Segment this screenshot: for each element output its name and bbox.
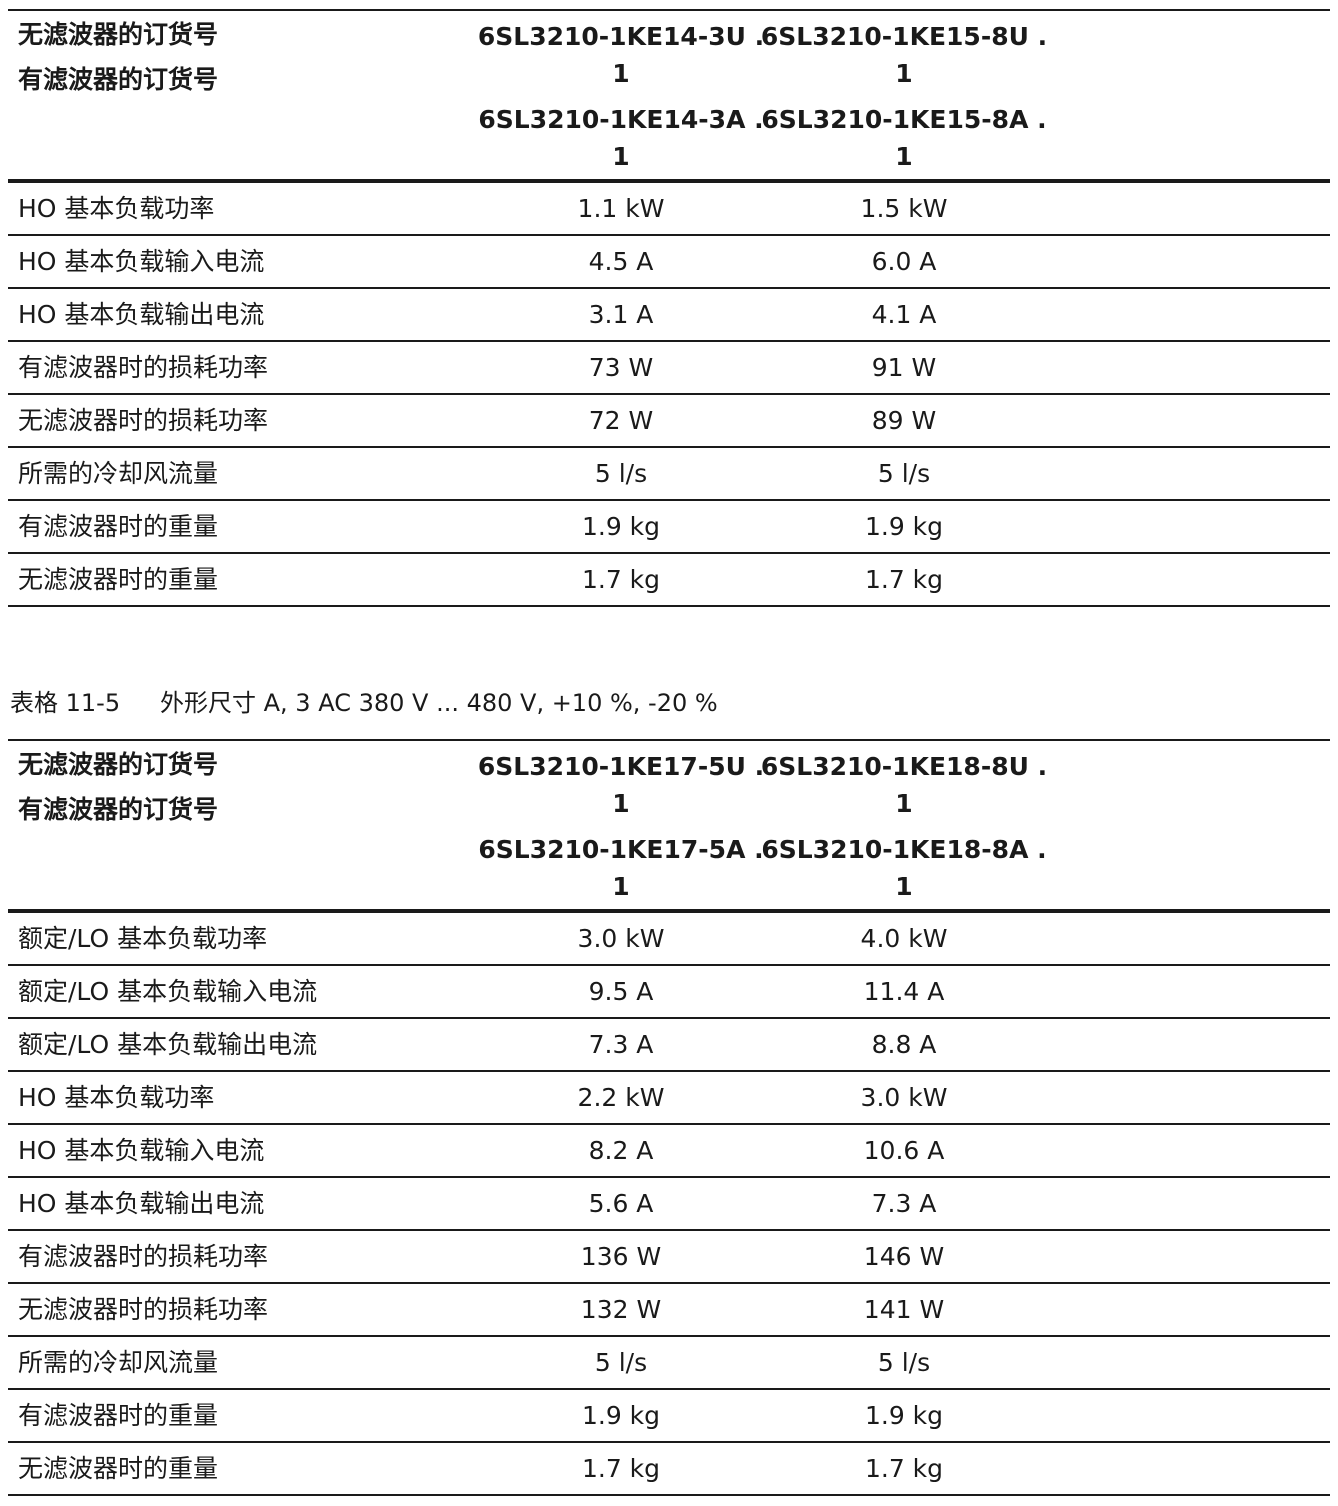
- row-label: HO 基本负载输出电流: [18, 1189, 265, 1218]
- row-label: HO 基本负载功率: [18, 1083, 215, 1112]
- table-caption-text: 外形尺寸 A, 3 AC 380 V ... 480 V, +10 %, -20…: [160, 689, 718, 717]
- row-value-col2: 4.1 A: [871, 300, 937, 329]
- table-row: HO 基本负载功率 2.2 kW 3.0 kW: [8, 1072, 1330, 1125]
- table-row: 所需的冷却风流量 5 l/s 5 l/s: [8, 448, 1330, 501]
- row-value-col1: 1.9 kg: [581, 1401, 661, 1430]
- row-value-col2: 1.5 kW: [860, 194, 948, 223]
- table-row: HO 基本负载输出电流 5.6 A 7.3 A: [8, 1178, 1330, 1231]
- row-label: HO 基本负载输入电流: [18, 247, 265, 276]
- row-label: 有滤波器时的重量: [18, 1401, 219, 1430]
- row-value-col2: 146 W: [863, 1242, 945, 1271]
- row-label: 无滤波器时的损耗功率: [18, 1295, 269, 1324]
- row-label: HO 基本负载功率: [18, 194, 215, 223]
- row-value-col1: 9.5 A: [588, 977, 654, 1006]
- row-value-col1: 4.5 A: [588, 247, 654, 276]
- row-label: 所需的冷却风流量: [18, 459, 219, 488]
- order-no-col1-with-filter: 6SL3210-1KE17-5A . 1: [478, 835, 764, 901]
- row-value-col2: 5 l/s: [877, 459, 931, 488]
- row-value-col1: 8.2 A: [588, 1136, 654, 1165]
- row-value-col2: 1.9 kg: [864, 1401, 944, 1430]
- table-row: 额定/LO 基本负载输出电流 7.3 A 8.8 A: [8, 1019, 1330, 1072]
- row-label: 无滤波器时的重量: [18, 1454, 219, 1483]
- row-value-col1: 1.7 kg: [581, 1454, 661, 1483]
- order-no-col2-no-filter: 6SL3210-1KE18-8U . 1: [760, 752, 1048, 818]
- table-body: HO 基本负载功率 1.1 kW 1.5 kW HO 基本负载输入电流 4.5 …: [8, 183, 1330, 607]
- header-label-no-filter: 无滤波器的订货号: [18, 20, 219, 49]
- row-value-col1: 1.9 kg: [581, 512, 661, 541]
- row-value-col2: 5 l/s: [877, 1348, 931, 1377]
- header-label-no-filter: 无滤波器的订货号: [18, 750, 219, 779]
- order-no-col2-no-filter: 6SL3210-1KE15-8U . 1: [760, 22, 1048, 88]
- table-row: 无滤波器时的损耗功率 72 W 89 W: [8, 395, 1330, 448]
- table-row: 额定/LO 基本负载功率 3.0 kW 4.0 kW: [8, 913, 1330, 966]
- table-header: 无滤波器的订货号 有滤波器的订货号 6SL3210-1KE14-3U . 1 6…: [8, 9, 1330, 183]
- table-row: 所需的冷却风流量 5 l/s 5 l/s: [8, 1337, 1330, 1390]
- row-label: 额定/LO 基本负载输入电流: [18, 977, 318, 1006]
- row-value-col2: 91 W: [871, 353, 937, 382]
- table-row: HO 基本负载输出电流 3.1 A 4.1 A: [8, 289, 1330, 342]
- row-label: 无滤波器时的损耗功率: [18, 406, 269, 435]
- row-value-col2: 1.7 kg: [864, 565, 944, 594]
- row-label: 额定/LO 基本负载功率: [18, 924, 268, 953]
- table-caption-number: 表格 11-5: [10, 689, 121, 717]
- order-no-col2-with-filter: 6SL3210-1KE18-8A . 1: [761, 835, 1047, 901]
- row-value-col2: 10.6 A: [863, 1136, 945, 1165]
- row-value-col1: 2.2 kW: [577, 1083, 665, 1112]
- header-label-with-filter: 有滤波器的订货号: [18, 795, 219, 824]
- table-row: HO 基本负载功率 1.1 kW 1.5 kW: [8, 183, 1330, 236]
- row-value-col1: 5 l/s: [594, 1348, 648, 1377]
- spec-table-1: 无滤波器的订货号 有滤波器的订货号 6SL3210-1KE14-3U . 1 6…: [8, 9, 1330, 607]
- table-row: 无滤波器时的重量 1.7 kg 1.7 kg: [8, 1443, 1330, 1496]
- table-header: 无滤波器的订货号 有滤波器的订货号 6SL3210-1KE17-5U . 1 6…: [8, 739, 1330, 913]
- row-label: 有滤波器时的重量: [18, 512, 219, 541]
- row-label: 有滤波器时的损耗功率: [18, 1242, 269, 1271]
- row-value-col1: 72 W: [588, 406, 654, 435]
- row-value-col1: 132 W: [580, 1295, 662, 1324]
- row-value-col2: 1.9 kg: [864, 512, 944, 541]
- row-value-col1: 7.3 A: [588, 1030, 654, 1059]
- row-value-col1: 136 W: [580, 1242, 662, 1271]
- spec-table-2: 无滤波器的订货号 有滤波器的订货号 6SL3210-1KE17-5U . 1 6…: [8, 739, 1330, 1496]
- table-row: HO 基本负载输入电流 8.2 A 10.6 A: [8, 1125, 1330, 1178]
- row-value-col1: 1.7 kg: [581, 565, 661, 594]
- order-no-col1-with-filter: 6SL3210-1KE14-3A . 1: [478, 105, 764, 171]
- row-label: 所需的冷却风流量: [18, 1348, 219, 1377]
- row-value-col2: 89 W: [871, 406, 937, 435]
- table-row: 额定/LO 基本负载输入电流 9.5 A 11.4 A: [8, 966, 1330, 1019]
- table-row: 有滤波器时的损耗功率 73 W 91 W: [8, 342, 1330, 395]
- row-label: HO 基本负载输出电流: [18, 300, 265, 329]
- order-no-col2-with-filter: 6SL3210-1KE15-8A . 1: [761, 105, 1047, 171]
- row-value-col1: 5.6 A: [588, 1189, 654, 1218]
- row-value-col2: 6.0 A: [871, 247, 937, 276]
- table-row: HO 基本负载输入电流 4.5 A 6.0 A: [8, 236, 1330, 289]
- row-value-col2: 4.0 kW: [860, 924, 948, 953]
- table-row: 有滤波器时的损耗功率 136 W 146 W: [8, 1231, 1330, 1284]
- row-value-col2: 3.0 kW: [860, 1083, 948, 1112]
- row-value-col2: 141 W: [863, 1295, 945, 1324]
- order-no-col1-no-filter: 6SL3210-1KE14-3U . 1: [477, 22, 765, 88]
- row-value-col1: 3.0 kW: [577, 924, 665, 953]
- table-row: 有滤波器时的重量 1.9 kg 1.9 kg: [8, 1390, 1330, 1443]
- table-body: 额定/LO 基本负载功率 3.0 kW 4.0 kW 额定/LO 基本负载输入电…: [8, 913, 1330, 1496]
- row-label: 额定/LO 基本负载输出电流: [18, 1030, 318, 1059]
- table-row: 有滤波器时的重量 1.9 kg 1.9 kg: [8, 501, 1330, 554]
- row-value-col1: 5 l/s: [594, 459, 648, 488]
- table-caption: 表格 11-5 外形尺寸 A, 3 AC 380 V ... 480 V, +10…: [10, 686, 718, 720]
- row-value-col1: 1.1 kW: [577, 194, 665, 223]
- row-value-col1: 3.1 A: [588, 300, 654, 329]
- table-row: 无滤波器时的损耗功率 132 W 141 W: [8, 1284, 1330, 1337]
- row-label: 有滤波器时的损耗功率: [18, 353, 269, 382]
- order-no-col1-no-filter: 6SL3210-1KE17-5U . 1: [477, 752, 765, 818]
- row-label: HO 基本负载输入电流: [18, 1136, 265, 1165]
- row-value-col2: 8.8 A: [871, 1030, 937, 1059]
- table-row: 无滤波器时的重量 1.7 kg 1.7 kg: [8, 554, 1330, 607]
- row-value-col2: 1.7 kg: [864, 1454, 944, 1483]
- row-value-col2: 11.4 A: [863, 977, 945, 1006]
- header-label-with-filter: 有滤波器的订货号: [18, 65, 219, 94]
- row-value-col2: 7.3 A: [871, 1189, 937, 1218]
- row-label: 无滤波器时的重量: [18, 565, 219, 594]
- row-value-col1: 73 W: [588, 353, 654, 382]
